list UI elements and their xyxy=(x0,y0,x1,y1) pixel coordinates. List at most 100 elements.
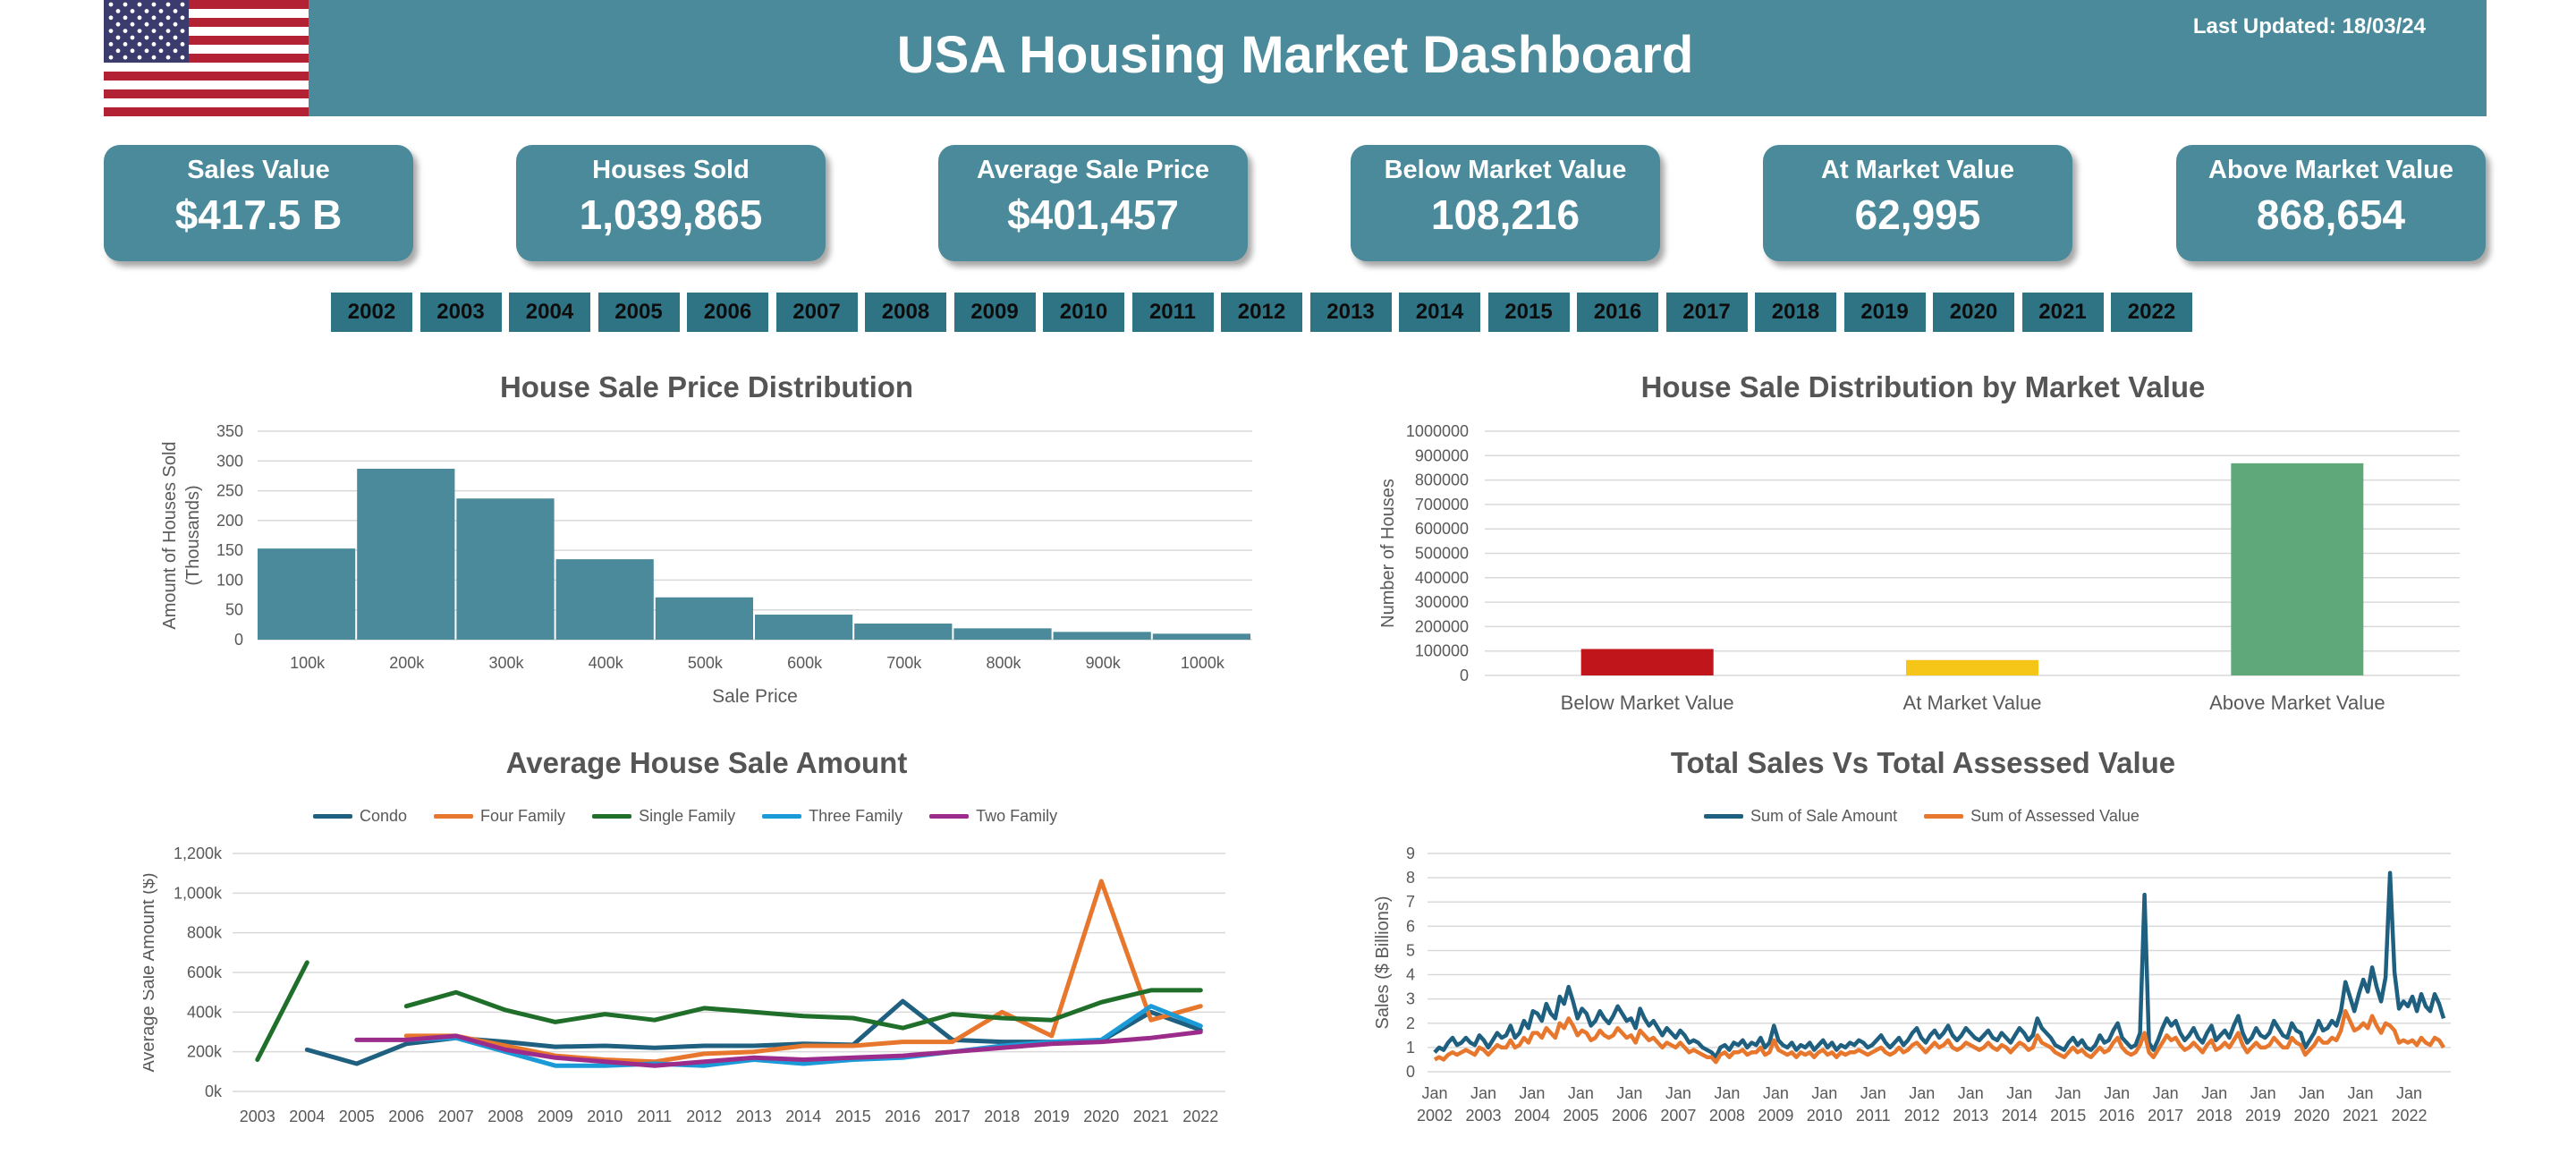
flag-star xyxy=(130,48,135,54)
flag-star xyxy=(137,2,142,7)
kpi-label: Average Sale Price xyxy=(976,156,1210,184)
y-tick-label: 250 xyxy=(216,482,243,500)
flag-star xyxy=(173,21,178,27)
y-tick-label: 400000 xyxy=(1415,569,1469,587)
y-tick-label: 4 xyxy=(1406,966,1415,984)
x-tick-label: 800k xyxy=(986,654,1021,672)
year-filter-button[interactable]: 2014 xyxy=(1399,293,1480,332)
usa-flag-icon xyxy=(104,0,309,116)
histogram-bar xyxy=(655,597,753,640)
flag-star xyxy=(165,29,171,33)
y-tick-label: 1,000k xyxy=(174,884,223,902)
x-tick-label: 2015 xyxy=(2050,1107,2086,1125)
flag-star xyxy=(130,35,135,40)
year-filter-button[interactable]: 2017 xyxy=(1665,293,1748,332)
x-tick-label: Jan xyxy=(2250,1084,2276,1102)
x-tick-label: 2018 xyxy=(2197,1107,2233,1125)
flag-star xyxy=(108,15,114,21)
x-tick-label: 2013 xyxy=(736,1108,772,1125)
y-tick-label: 50 xyxy=(225,601,243,619)
flag-star xyxy=(123,15,128,21)
x-tick-label: 2004 xyxy=(289,1108,325,1125)
x-tick-label: Jan xyxy=(2201,1084,2227,1102)
legend-swatch xyxy=(1924,814,1964,819)
x-tick-label: 2019 xyxy=(2245,1107,2281,1125)
flag-star xyxy=(108,29,114,33)
year-filter-button[interactable]: 2005 xyxy=(597,293,680,332)
y-tick-label: 700000 xyxy=(1415,496,1469,514)
histogram-bar xyxy=(755,615,853,640)
y-axis-label: Average Sale Amount ($) xyxy=(143,872,158,1072)
year-filter-button[interactable]: 2012 xyxy=(1221,293,1302,332)
x-tick-label: 600k xyxy=(787,654,823,672)
flag-star xyxy=(115,9,121,13)
year-filter-button[interactable]: 2003 xyxy=(419,293,502,332)
flag-star xyxy=(158,21,164,27)
series-line xyxy=(1433,1008,2445,1065)
legend-swatch xyxy=(313,814,352,819)
year-filter-button[interactable]: 2019 xyxy=(1843,293,1926,332)
x-tick-label: Jan xyxy=(1470,1084,1496,1102)
x-tick-label: At Market Value xyxy=(1903,692,2042,714)
x-tick-label: Above Market Value xyxy=(2209,692,2385,714)
series-line xyxy=(354,1030,1203,1068)
flag-star xyxy=(180,2,185,7)
flag-star xyxy=(180,42,185,47)
kpi-value: 1,039,865 xyxy=(579,191,763,238)
flag-star xyxy=(158,48,164,54)
y-tick-label: 1000000 xyxy=(1406,422,1469,440)
x-tick-label: Jan xyxy=(1421,1084,1447,1102)
chart-legend: Condo Four Family Single Family Three Famil… xyxy=(313,807,1057,826)
legend-swatch xyxy=(592,814,632,819)
flag-star xyxy=(151,42,157,47)
flag-star xyxy=(158,35,164,40)
x-tick-label: 2020 xyxy=(1083,1108,1119,1125)
year-filter-button[interactable]: 2011 xyxy=(1131,293,1214,332)
legend-label: Sum of Sale Amount xyxy=(1750,807,1898,825)
year-filter-button[interactable]: 2007 xyxy=(775,293,858,332)
y-tick-label: 300 xyxy=(216,452,243,470)
year-filter-button[interactable]: 2018 xyxy=(1755,293,1836,332)
year-filter-button[interactable]: 2009 xyxy=(953,293,1036,332)
x-tick-label: 2009 xyxy=(538,1108,573,1125)
flag-star xyxy=(123,55,128,60)
flag-star xyxy=(144,9,149,13)
year-filter-button[interactable]: 2010 xyxy=(1043,293,1124,332)
x-tick-label: Jan xyxy=(1958,1084,1984,1102)
y-tick-label: 3 xyxy=(1406,990,1415,1008)
y-tick-label: 9 xyxy=(1406,845,1415,862)
y-tick-label: 500000 xyxy=(1415,545,1469,563)
x-tick-label: Jan xyxy=(1811,1084,1837,1102)
year-filter-button[interactable]: 2016 xyxy=(1577,293,1658,332)
flag-star xyxy=(108,55,114,60)
y-tick-label: 900000 xyxy=(1415,446,1469,464)
year-filter-button[interactable]: 2021 xyxy=(2021,293,2104,332)
x-tick-label: 2012 xyxy=(1904,1107,1940,1125)
chart-title: House Sale Price Distribution xyxy=(499,370,914,403)
year-filter-button[interactable]: 2015 xyxy=(1487,293,1570,332)
year-filter-button[interactable]: 2022 xyxy=(2111,293,2192,332)
x-tick-label: 200k xyxy=(389,654,425,672)
year-filter-button[interactable]: 2002 xyxy=(331,293,412,332)
kpi-value: 62,995 xyxy=(1854,191,1981,238)
y-tick-label: 100 xyxy=(216,571,243,589)
year-filter-button[interactable]: 2008 xyxy=(865,293,946,332)
year-filter-button[interactable]: 2020 xyxy=(1933,293,2014,332)
year-filter-button[interactable]: 2013 xyxy=(1309,293,1392,332)
year-filter-button[interactable]: 2006 xyxy=(687,293,768,332)
y-tick-label: 150 xyxy=(216,541,243,559)
x-tick-label: 2015 xyxy=(835,1108,871,1125)
y-tick-label: 1 xyxy=(1406,1039,1415,1057)
x-tick-label: 2011 xyxy=(637,1108,672,1125)
flag-star xyxy=(180,15,185,21)
flag-star xyxy=(137,15,142,21)
flag-star xyxy=(137,42,142,47)
x-tick-label: 2003 xyxy=(240,1108,275,1125)
year-filter-button[interactable]: 2004 xyxy=(509,293,590,332)
header-banner xyxy=(104,0,2487,116)
legend-label: Two Family xyxy=(976,807,1058,825)
histogram-bar xyxy=(456,498,555,640)
histogram-bar xyxy=(854,624,953,640)
x-tick-label: 2014 xyxy=(2002,1107,2038,1125)
kpi-card-average-sale-price: Average Sale Price $401,457 xyxy=(938,145,1248,261)
